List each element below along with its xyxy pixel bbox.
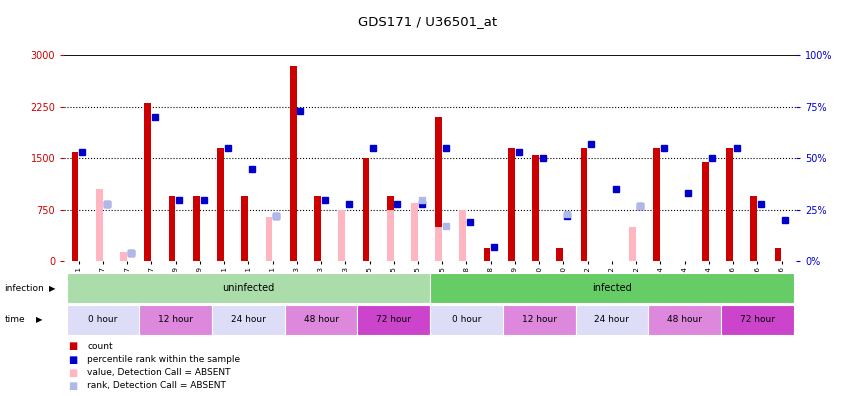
- Text: 0 hour: 0 hour: [452, 315, 481, 324]
- Text: infection: infection: [4, 284, 44, 293]
- Bar: [265, 217, 272, 261]
- Bar: [217, 148, 224, 261]
- Text: ■: ■: [68, 367, 78, 378]
- Bar: [314, 196, 321, 261]
- Text: ■: ■: [68, 354, 78, 365]
- Text: time: time: [4, 316, 25, 324]
- Bar: [580, 148, 587, 261]
- Text: ■: ■: [68, 341, 78, 352]
- Text: 24 hour: 24 hour: [231, 315, 266, 324]
- Bar: [120, 252, 127, 261]
- Bar: [430, 305, 502, 335]
- Bar: [726, 148, 733, 261]
- Bar: [67, 273, 430, 303]
- Bar: [702, 162, 709, 261]
- Bar: [435, 117, 442, 261]
- Bar: [775, 248, 782, 261]
- Bar: [430, 273, 794, 303]
- Bar: [502, 305, 575, 335]
- Bar: [648, 305, 721, 335]
- Text: count: count: [87, 342, 113, 351]
- Text: 24 hour: 24 hour: [594, 315, 629, 324]
- Bar: [338, 210, 345, 261]
- Text: ▶: ▶: [36, 316, 43, 324]
- Bar: [241, 196, 248, 261]
- Bar: [653, 148, 660, 261]
- Bar: [629, 227, 636, 261]
- Text: percentile rank within the sample: percentile rank within the sample: [87, 355, 241, 364]
- Bar: [358, 305, 430, 335]
- Bar: [508, 148, 514, 261]
- Bar: [212, 305, 285, 335]
- Text: rank, Detection Call = ABSENT: rank, Detection Call = ABSENT: [87, 381, 226, 390]
- Bar: [750, 196, 757, 261]
- Bar: [145, 103, 152, 261]
- Bar: [193, 196, 199, 261]
- Text: 48 hour: 48 hour: [667, 315, 702, 324]
- Text: 48 hour: 48 hour: [304, 315, 339, 324]
- Bar: [484, 248, 490, 261]
- Bar: [532, 155, 539, 261]
- Text: 72 hour: 72 hour: [740, 315, 775, 324]
- Bar: [285, 305, 358, 335]
- Bar: [435, 227, 442, 261]
- Bar: [556, 248, 563, 261]
- Text: value, Detection Call = ABSENT: value, Detection Call = ABSENT: [87, 368, 231, 377]
- Bar: [96, 189, 103, 261]
- Text: 72 hour: 72 hour: [377, 315, 411, 324]
- Bar: [140, 305, 212, 335]
- Text: 0 hour: 0 hour: [88, 315, 117, 324]
- Text: ■: ■: [68, 381, 78, 391]
- Bar: [575, 305, 648, 335]
- Bar: [411, 203, 418, 261]
- Text: 12 hour: 12 hour: [521, 315, 556, 324]
- Bar: [290, 66, 297, 261]
- Bar: [721, 305, 794, 335]
- Text: infected: infected: [592, 283, 632, 293]
- Text: uninfected: uninfected: [223, 283, 275, 293]
- Bar: [387, 196, 394, 261]
- Text: GDS171 / U36501_at: GDS171 / U36501_at: [359, 15, 497, 28]
- Bar: [72, 152, 79, 261]
- Bar: [387, 210, 394, 261]
- Bar: [67, 305, 140, 335]
- Bar: [460, 210, 467, 261]
- Text: 12 hour: 12 hour: [158, 315, 193, 324]
- Bar: [363, 158, 369, 261]
- Bar: [169, 196, 175, 261]
- Text: ▶: ▶: [49, 284, 56, 293]
